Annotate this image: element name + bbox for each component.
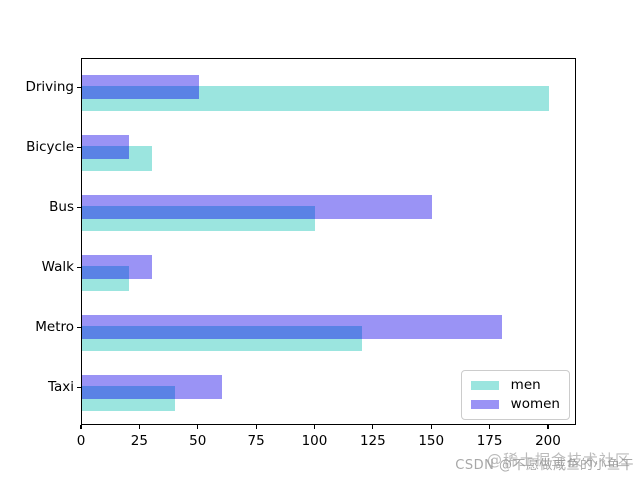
- x-tick-label-25: 25: [130, 433, 148, 449]
- y-tick-taxi: [77, 387, 81, 389]
- x-tick-75: [255, 425, 257, 429]
- legend-label-men: men: [510, 377, 541, 393]
- bar-overlap-driving: [82, 86, 199, 99]
- csdn-watermark-text: CSDN @不愿做咸鱼的小鱼干: [455, 458, 634, 473]
- y-tick-metro: [77, 327, 81, 329]
- x-tick-label-125: 125: [359, 433, 386, 449]
- y-tick-bicycle: [77, 147, 81, 149]
- watermark: CSDN @不愿做咸鱼的小鱼干 @稀土掘金技术社区: [455, 451, 634, 473]
- bar-overlap-bus: [82, 206, 316, 219]
- y-tick-label-taxi: Taxi: [47, 379, 74, 395]
- x-tick-0: [80, 425, 82, 429]
- y-tick-label-driving: Driving: [25, 79, 74, 95]
- x-tick-100: [313, 425, 316, 429]
- legend-row-women: women: [470, 396, 560, 412]
- legend-swatch-men: [470, 381, 499, 390]
- y-tick-label-bicycle: Bicycle: [26, 139, 74, 155]
- legend-label-women: women: [510, 396, 560, 412]
- x-tick-label-50: 50: [189, 433, 207, 449]
- bars-layer: [82, 59, 575, 424]
- juejin-watermark-text: @稀土掘金技术社区: [486, 451, 631, 469]
- x-tick-label-100: 100: [301, 433, 328, 449]
- x-tick-label-175: 175: [476, 433, 503, 449]
- y-tick-label-metro: Metro: [35, 319, 74, 335]
- bar-overlap-metro: [82, 326, 363, 339]
- x-tick-label-75: 75: [247, 433, 265, 449]
- x-tick-label-0: 0: [76, 433, 86, 449]
- legend-swatch-women: [470, 400, 499, 409]
- legend: men women: [460, 370, 570, 420]
- y-tick-driving: [77, 87, 81, 89]
- plot-area: men women: [81, 58, 576, 425]
- x-tick-150: [430, 425, 432, 429]
- x-tick-50: [197, 425, 199, 429]
- x-tick-label-150: 150: [418, 433, 445, 449]
- y-tick-label-walk: Walk: [41, 259, 74, 275]
- x-tick-200: [547, 425, 549, 429]
- x-tick-25: [138, 425, 140, 429]
- x-tick-175: [489, 425, 491, 429]
- y-tick-label-bus: Bus: [49, 199, 74, 215]
- x-tick-125: [372, 425, 374, 429]
- x-tick-label-200: 200: [535, 433, 561, 449]
- y-tick-walk: [77, 267, 81, 269]
- legend-row-men: men: [470, 377, 560, 393]
- bar-overlap-bicycle: [82, 146, 129, 159]
- bar-overlap-taxi: [82, 386, 176, 399]
- y-tick-bus: [77, 207, 81, 209]
- bar-overlap-walk: [82, 266, 129, 279]
